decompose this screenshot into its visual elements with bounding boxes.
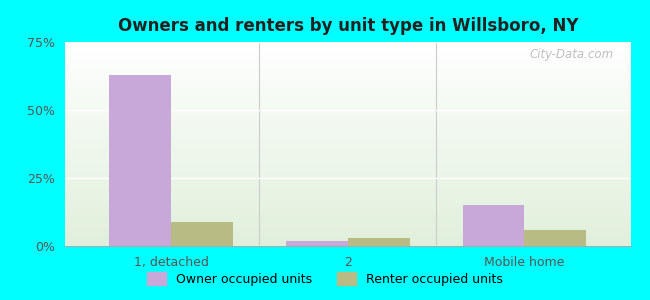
Bar <box>463 205 525 246</box>
Bar <box>286 241 348 246</box>
Legend: Owner occupied units, Renter occupied units: Owner occupied units, Renter occupied un… <box>142 267 508 291</box>
Title: Owners and renters by unit type in Willsboro, NY: Owners and renters by unit type in Wills… <box>118 17 578 35</box>
Bar <box>109 75 171 246</box>
Bar <box>348 238 410 246</box>
Bar <box>171 221 233 246</box>
Text: City-Data.com: City-Data.com <box>529 48 614 61</box>
Bar <box>525 230 586 246</box>
